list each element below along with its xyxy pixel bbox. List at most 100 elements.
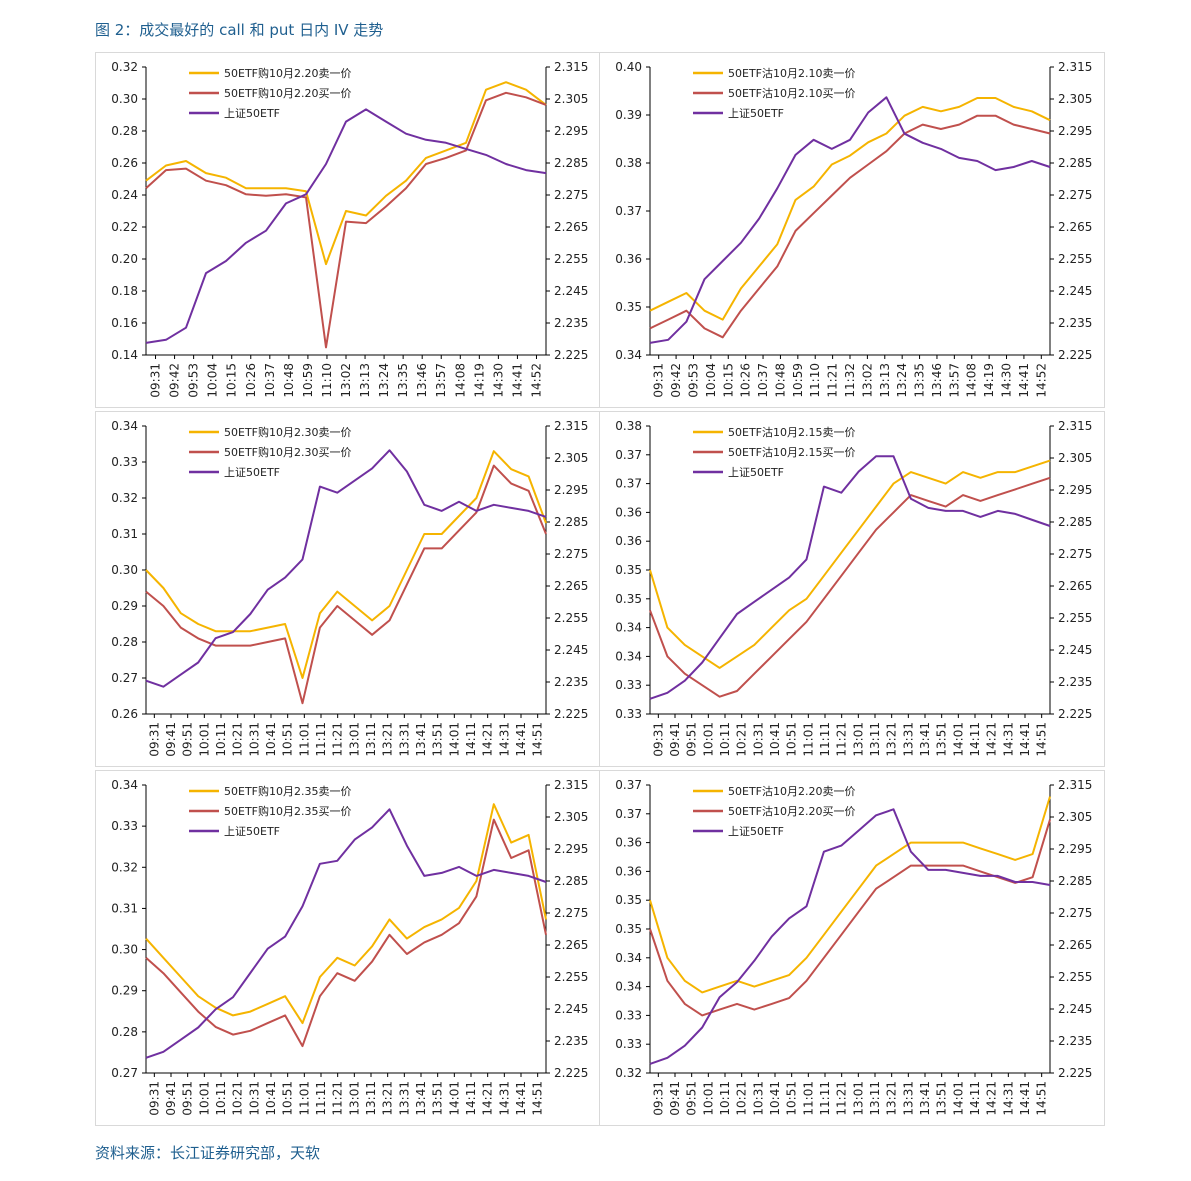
x-tick-label: 11:21 — [835, 722, 849, 757]
right-tick-label: 2.285 — [554, 156, 588, 170]
x-tick-label: 14:31 — [497, 1081, 511, 1116]
x-tick-label: 09:31 — [652, 363, 666, 398]
x-tick-label: 13:41 — [414, 722, 428, 757]
x-tick-label: 10:48 — [773, 363, 787, 398]
right-tick-label: 2.305 — [1058, 451, 1092, 465]
legend-label: 50ETF沽10月2.15卖一价 — [728, 426, 855, 439]
left-tick-label: 0.36 — [615, 836, 642, 850]
legend-label: 50ETF购10月2.30买一价 — [224, 445, 351, 459]
x-tick-label: 14:08 — [453, 363, 467, 398]
right-tick-label: 2.295 — [1058, 842, 1092, 856]
x-tick-label: 13:51 — [431, 722, 445, 757]
legend-label: 上证50ETF — [728, 107, 784, 120]
chart-1: 0.14 0.16 0.18 0.20 0.22 0.24 0.26 0.28 0.30 0.32… — [111, 60, 588, 398]
right-tick-label: 2.315 — [1058, 60, 1092, 74]
left-tick-label: 0.34 — [615, 951, 642, 965]
left-tick-label: 0.29 — [111, 984, 138, 998]
right-tick-label: 2.315 — [554, 60, 588, 74]
x-tick-label: 14:30 — [1000, 363, 1014, 398]
x-tick-label: 10:21 — [231, 722, 245, 757]
left-tick-label: 0.18 — [111, 284, 138, 298]
chart-panel-3: 0.26 0.27 0.28 0.29 0.30 0.31 0.32 0.33 0.34 2.22… — [95, 411, 601, 767]
legend-label: 50ETF购10月2.20买一价 — [224, 86, 351, 100]
x-tick-label: 09:31 — [147, 1081, 161, 1116]
left-tick-label: 0.38 — [615, 419, 642, 433]
x-tick-label: 14:21 — [985, 1081, 999, 1116]
x-tick-label: 10:31 — [247, 722, 261, 757]
x-tick-label: 11:11 — [314, 722, 328, 757]
x-tick-label: 14:41 — [510, 363, 524, 398]
sell-price-line — [649, 97, 1051, 321]
x-tick-label: 10:41 — [768, 1081, 782, 1116]
x-tick-label: 13:41 — [918, 722, 932, 757]
x-tick-label: 14:01 — [951, 722, 965, 757]
left-tick-label: 0.37 — [615, 778, 642, 792]
x-tick-label: 13:02 — [339, 363, 353, 398]
x-tick-label: 11:01 — [297, 1081, 311, 1116]
left-tick-label: 0.28 — [111, 635, 138, 649]
x-tick-label: 10:21 — [231, 1081, 245, 1116]
right-tick-label: 2.305 — [1058, 92, 1092, 106]
right-tick-label: 2.305 — [1058, 810, 1092, 824]
buy-price-line — [649, 476, 1051, 698]
right-tick-label: 2.235 — [554, 675, 588, 689]
left-tick-label: 0.32 — [111, 491, 138, 505]
x-tick-label: 13:57 — [434, 363, 448, 398]
x-tick-label: 14:31 — [497, 722, 511, 757]
legend-label: 上证50ETF — [728, 466, 784, 479]
x-tick-label: 14:21 — [481, 1081, 495, 1116]
left-tick-label: 0.39 — [615, 108, 642, 122]
chart-panel-5: 0.27 0.28 0.29 0.30 0.31 0.32 0.33 0.34 2.225 2.2… — [95, 770, 601, 1126]
left-tick-label: 0.22 — [111, 220, 138, 234]
x-tick-label: 14:11 — [968, 722, 982, 757]
x-tick-label: 10:21 — [735, 722, 749, 757]
x-tick-label: 10:37 — [756, 363, 770, 398]
x-tick-label: 09:51 — [181, 1081, 195, 1116]
x-tick-label: 11:11 — [314, 1081, 328, 1116]
etf-price-line — [145, 449, 547, 688]
right-tick-label: 2.315 — [554, 778, 588, 792]
x-tick-label: 14:19 — [472, 363, 486, 398]
x-tick-label: 14:11 — [968, 1081, 982, 1116]
right-tick-label: 2.275 — [1058, 188, 1092, 202]
left-tick-label: 0.37 — [615, 477, 642, 491]
left-tick-label: 0.35 — [615, 592, 642, 606]
left-tick-label: 0.30 — [111, 563, 138, 577]
legend-label: 50ETF购10月2.30卖一价 — [224, 425, 351, 439]
right-tick-label: 2.275 — [554, 906, 588, 920]
right-tick-label: 2.265 — [1058, 579, 1092, 593]
left-tick-label: 0.31 — [111, 901, 138, 915]
right-tick-label: 2.295 — [1058, 483, 1092, 497]
x-tick-label: 13:41 — [918, 1081, 932, 1116]
left-tick-label: 0.33 — [615, 1037, 642, 1051]
chart-panel-1: 0.14 0.16 0.18 0.20 0.22 0.24 0.26 0.28 0.30 0.32… — [95, 52, 601, 408]
x-tick-label: 13:13 — [878, 363, 892, 398]
right-tick-label: 2.245 — [554, 1002, 588, 1016]
x-tick-label: 09:31 — [149, 363, 163, 398]
buy-price-line — [145, 91, 547, 349]
x-tick-label: 09:42 — [669, 363, 683, 398]
left-tick-label: 0.32 — [615, 1066, 642, 1080]
x-tick-label: 10:11 — [718, 1081, 732, 1116]
right-tick-label: 2.285 — [554, 515, 588, 529]
x-tick-label: 09:53 — [187, 363, 201, 398]
x-tick-label: 13:35 — [396, 363, 410, 398]
right-tick-label: 2.255 — [1058, 252, 1092, 266]
left-tick-label: 0.34 — [615, 348, 642, 362]
chart-6: 0.32 0.33 0.33 0.34 0.34 0.35 0.35 0.36 0.36 0.37… — [615, 778, 1092, 1116]
x-tick-label: 13:46 — [415, 363, 429, 398]
x-tick-label: 14:51 — [1035, 722, 1049, 757]
etf-price-line — [145, 808, 547, 1059]
x-tick-label: 13:31 — [901, 722, 915, 757]
left-tick-label: 0.27 — [111, 1066, 138, 1080]
x-tick-label: 10:26 — [739, 363, 753, 398]
right-tick-label: 2.235 — [554, 316, 588, 330]
chart-panel-6: 0.32 0.33 0.33 0.34 0.34 0.35 0.35 0.36 0.36 0.37… — [599, 770, 1105, 1126]
left-tick-label: 0.14 — [111, 348, 138, 362]
x-tick-label: 14:41 — [1017, 363, 1031, 398]
right-tick-label: 2.255 — [554, 252, 588, 266]
x-tick-label: 11:32 — [843, 363, 857, 398]
x-tick-label: 13:51 — [431, 1081, 445, 1116]
left-tick-label: 0.26 — [111, 156, 138, 170]
right-tick-label: 2.315 — [554, 419, 588, 433]
